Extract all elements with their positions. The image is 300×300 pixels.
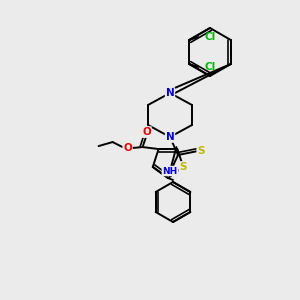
Text: N: N <box>166 88 174 98</box>
Text: N: N <box>166 132 174 142</box>
Text: O: O <box>123 143 132 153</box>
Text: Cl: Cl <box>204 32 215 42</box>
Text: Cl: Cl <box>204 62 215 72</box>
Text: NH: NH <box>162 167 178 176</box>
Text: O: O <box>142 127 151 137</box>
Text: S: S <box>179 162 187 172</box>
Text: S: S <box>197 146 205 156</box>
